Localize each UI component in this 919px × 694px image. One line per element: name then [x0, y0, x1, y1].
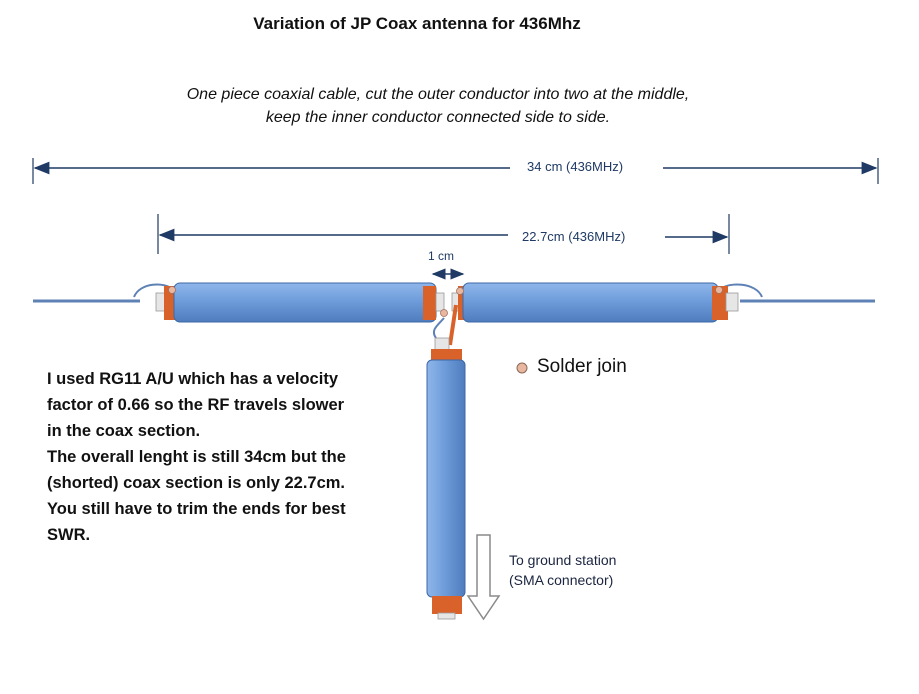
note-line: The overall lenght is still 34cm but the [47, 448, 346, 466]
subtitle-line-2: keep the inner conductor connected side … [265, 109, 611, 126]
subtitle-line-1: One piece coaxial cable, cut the outer c… [186, 86, 690, 103]
note-line: I used RG11 A/U which has a velocity [47, 370, 338, 388]
diagram-title: Variation of JP Coax antenna for 436Mhz [253, 14, 581, 33]
antenna-wire-left [33, 283, 173, 303]
overall-length-label: 34 cm (436MHz) [523, 159, 628, 174]
feed-coax [426, 337, 466, 620]
right-coax-section [451, 282, 739, 323]
note-line: You still have to trim the ends for best [47, 500, 346, 518]
gap-length-label: 1 cm [428, 249, 455, 263]
center-feed-wires [432, 287, 464, 346]
feed-label-line-2: (SMA connector) [509, 572, 614, 588]
description-note: I used RG11 A/U which has a velocity fac… [47, 366, 407, 548]
antenna-wire-right [720, 283, 875, 303]
overall-dimension-line [32, 158, 879, 184]
note-line: (shorted) coax section is only 22.7cm. [47, 474, 346, 492]
note-line: SWR. [47, 526, 91, 544]
feed-destination-label: To ground station (SMA connector) [509, 550, 616, 590]
solder-join-legend-marker [516, 362, 528, 374]
coax-dimension-line [157, 214, 730, 254]
note-line: in the coax section. [47, 422, 201, 440]
feed-label-line-1: To ground station [509, 552, 617, 568]
note-line: factor of 0.66 so the RF travels slower [47, 396, 345, 414]
to-ground-arrow [466, 534, 501, 621]
left-coax-section [155, 282, 445, 323]
solder-join-legend-label: Solder join [537, 356, 627, 377]
coax-length-label: 22.7cm (436MHz) [518, 229, 630, 244]
